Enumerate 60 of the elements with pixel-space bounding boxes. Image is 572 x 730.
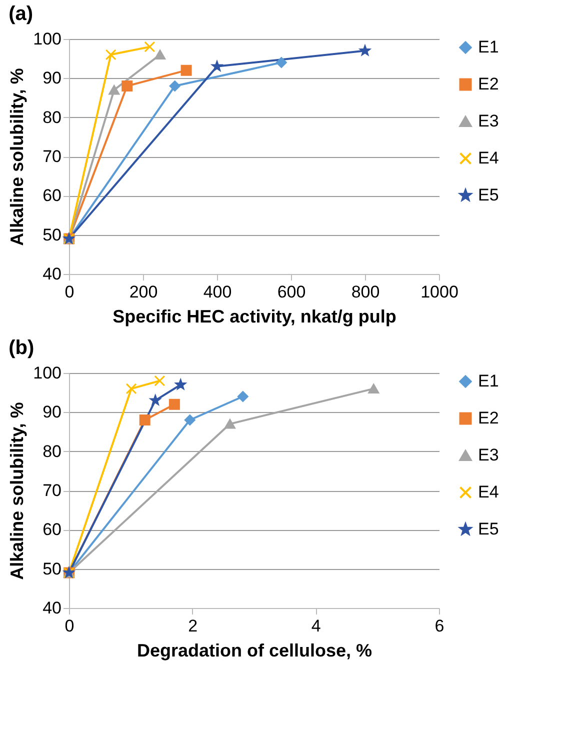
point xyxy=(224,419,236,429)
point xyxy=(184,414,196,426)
x-tick-label: 4 xyxy=(311,616,321,636)
legend-label: E4 xyxy=(478,482,499,502)
point xyxy=(180,64,192,76)
y-tick-label: 60 xyxy=(42,520,62,540)
x-tick-label: 6 xyxy=(434,616,444,636)
legend-label: E2 xyxy=(478,74,499,94)
y-tick-label: 40 xyxy=(42,598,62,618)
point xyxy=(126,383,137,394)
y-tick-label: 50 xyxy=(42,559,62,578)
chart-title: (b) xyxy=(8,337,34,359)
y-tick-label: 100 xyxy=(33,30,62,48)
point xyxy=(139,414,150,426)
point xyxy=(169,80,180,92)
x-tick-label: 200 xyxy=(129,282,158,302)
x-axis-title: Specific HEC activity, nkat/g pulp xyxy=(112,306,396,326)
y-tick-label: 90 xyxy=(42,402,62,422)
point xyxy=(144,41,156,52)
y-tick-label: 80 xyxy=(42,442,62,461)
x-tick-label: 0 xyxy=(64,616,74,636)
y-tick-label: 100 xyxy=(33,364,62,382)
x-tick-label: 1000 xyxy=(420,282,458,302)
point xyxy=(368,384,380,394)
y-tick-label: 80 xyxy=(42,108,62,127)
point xyxy=(237,391,248,402)
legend-label: E2 xyxy=(478,408,499,428)
y-axis-title: Alkaline solubility, % xyxy=(7,68,28,246)
y-tick-label: 50 xyxy=(42,225,62,244)
chart-title: (a) xyxy=(8,3,34,25)
legend-label: E3 xyxy=(478,112,499,130)
x-tick-label: 800 xyxy=(351,282,380,302)
legend-label: E1 xyxy=(478,38,499,56)
point xyxy=(154,375,166,386)
x-tick-label: 600 xyxy=(277,282,306,302)
x-tick-label: 0 xyxy=(64,282,74,302)
y-axis-title: Alkaline solubility, % xyxy=(7,402,28,580)
y-tick-label: 70 xyxy=(42,147,62,166)
point xyxy=(360,45,370,56)
y-tick-label: 70 xyxy=(42,481,62,500)
legend-label: E5 xyxy=(478,520,499,538)
legend-label: E3 xyxy=(478,446,499,464)
point xyxy=(108,85,120,95)
legend-label: E1 xyxy=(478,372,499,390)
legend-label: E4 xyxy=(478,148,499,168)
point xyxy=(168,398,180,410)
point xyxy=(175,379,186,390)
y-tick-label: 60 xyxy=(42,186,62,206)
point xyxy=(276,57,287,68)
x-tick-label: 2 xyxy=(188,616,198,636)
x-axis-title: Degradation of cellulose, % xyxy=(136,640,372,660)
point xyxy=(154,50,166,60)
x-tick-label: 400 xyxy=(203,282,232,302)
point xyxy=(212,60,222,72)
point xyxy=(105,49,116,60)
point xyxy=(150,394,161,406)
y-tick-label: 90 xyxy=(42,68,62,88)
y-tick-label: 40 xyxy=(42,264,62,284)
point xyxy=(122,80,133,92)
legend-label: E5 xyxy=(478,186,499,204)
